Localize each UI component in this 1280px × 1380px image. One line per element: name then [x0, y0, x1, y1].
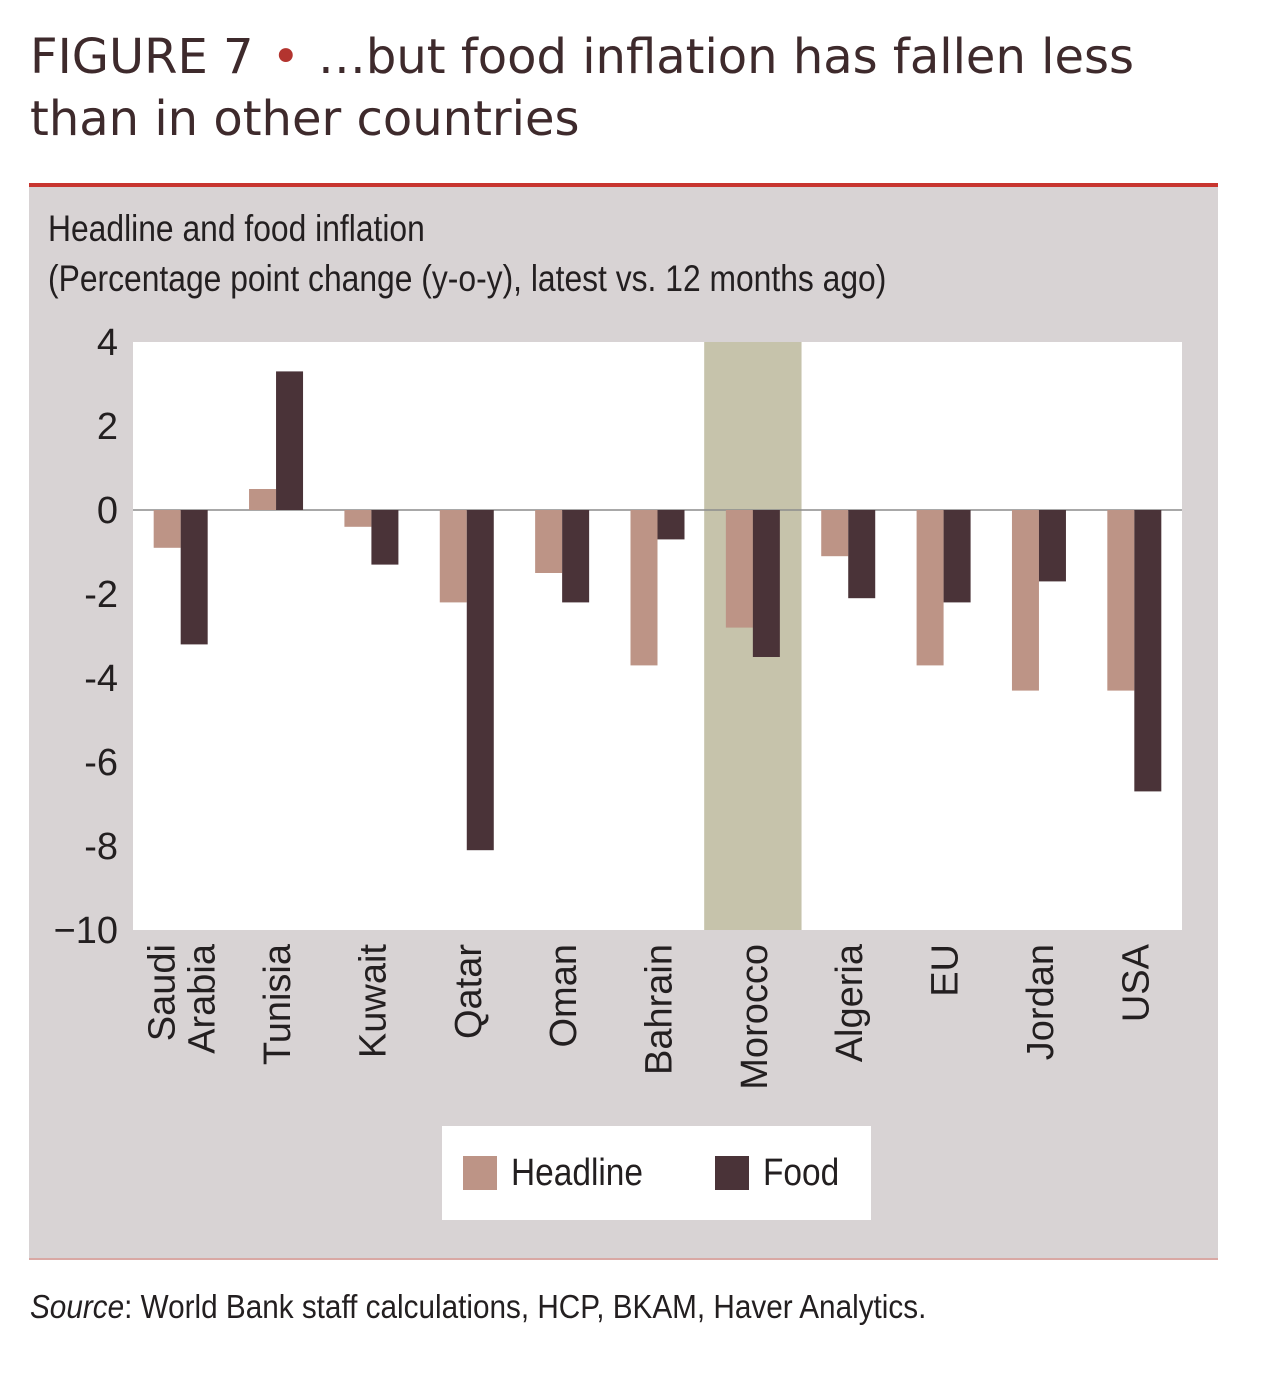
source-note: Source: World Bank staff calculations, H… [30, 1288, 926, 1326]
x-category-jordan: Jordan [1020, 944, 1062, 1060]
bar-headline-jordan [1011, 510, 1039, 691]
bar-headline-bahrain [630, 510, 658, 666]
x-category-label: Algeria [829, 943, 871, 1062]
bar-headline-kuwait [344, 510, 372, 527]
bar-food-usa [1134, 510, 1162, 792]
bar-headline-eu [916, 510, 944, 666]
bar-headline-qatar [439, 510, 467, 603]
bar-headline-usa [1107, 510, 1135, 691]
x-category-kuwait: Kuwait [352, 944, 394, 1058]
figure-separator-dot: • [271, 29, 300, 85]
x-category-oman: Oman [543, 944, 585, 1047]
x-category-morocco: Morocco [734, 944, 776, 1090]
y-tick-label: -2 [84, 574, 118, 616]
x-category-label: Jordan [1020, 944, 1062, 1060]
y-tick-label: 4 [97, 322, 118, 364]
bar-food-qatar [466, 510, 494, 851]
legend-swatch-food [715, 1156, 750, 1190]
chart-subtitle: (Percentage point change (y-o-y), latest… [48, 258, 887, 299]
chart-title: Headline and food inflation [48, 208, 425, 249]
legend-item-food: Food [715, 1152, 850, 1195]
y-tick-label: 0 [97, 490, 118, 532]
bar-food-algeria [848, 510, 876, 599]
legend: Headline Food [442, 1126, 871, 1220]
bar-headline-algeria [821, 510, 849, 557]
legend-label-food: Food [763, 1151, 840, 1194]
bar-food-morocco [752, 510, 780, 657]
source-text: : World Bank staff calculations, HCP, BK… [124, 1288, 927, 1325]
bar-food-jordan [1038, 510, 1066, 582]
bar-food-tunisia [276, 371, 304, 510]
bar-food-kuwait [371, 510, 399, 565]
legend-swatch-headline [463, 1156, 498, 1190]
bar-headline-saudi-arabia [153, 510, 181, 548]
bar-food-oman [562, 510, 590, 603]
bar-food-eu [943, 510, 971, 603]
bar-food-saudi-arabia [180, 510, 208, 645]
bottom-rule [29, 1258, 1218, 1260]
x-category-label: Arabia [182, 943, 224, 1054]
x-category-bahrain: Bahrain [639, 944, 681, 1075]
x-category-label: Bahrain [639, 944, 681, 1075]
x-category-label: Oman [543, 944, 585, 1047]
x-category-label: USA [1115, 943, 1157, 1022]
y-tick-label: −10 [54, 910, 118, 952]
figure-title: FIGURE 7 • …but food inflation has fallen … [30, 26, 1230, 150]
top-accent-rule [29, 183, 1218, 187]
y-tick-label: -4 [84, 658, 118, 700]
legend-item-headline: Headline [463, 1152, 661, 1195]
y-tick-label: -6 [84, 742, 118, 784]
bar-headline-morocco [725, 510, 753, 628]
x-category-label: Morocco [734, 944, 776, 1090]
y-tick-label: 2 [97, 406, 118, 448]
x-category-usa: USA [1115, 943, 1157, 1022]
legend-label-headline: Headline [511, 1151, 644, 1194]
bar-headline-oman [535, 510, 563, 573]
x-category-label: Kuwait [352, 944, 394, 1058]
x-category-label: Tunisia [257, 943, 299, 1065]
x-category-label: Qatar [448, 944, 490, 1039]
x-category-algeria: Algeria [829, 943, 871, 1062]
x-category-label: Saudi [142, 944, 184, 1041]
source-prefix: Source [30, 1288, 125, 1325]
x-category-eu: EU [925, 944, 967, 997]
x-category-tunisia: Tunisia [257, 943, 299, 1065]
bar-headline-tunisia [249, 489, 277, 510]
figure-label: FIGURE 7 [30, 29, 254, 85]
x-category-label: EU [925, 944, 967, 997]
bar-food-bahrain [657, 510, 685, 540]
x-category-qatar: Qatar [448, 944, 490, 1039]
figure-title-text: …but food inflation has fallen less than… [30, 29, 1135, 147]
y-tick-label: -8 [84, 826, 118, 868]
